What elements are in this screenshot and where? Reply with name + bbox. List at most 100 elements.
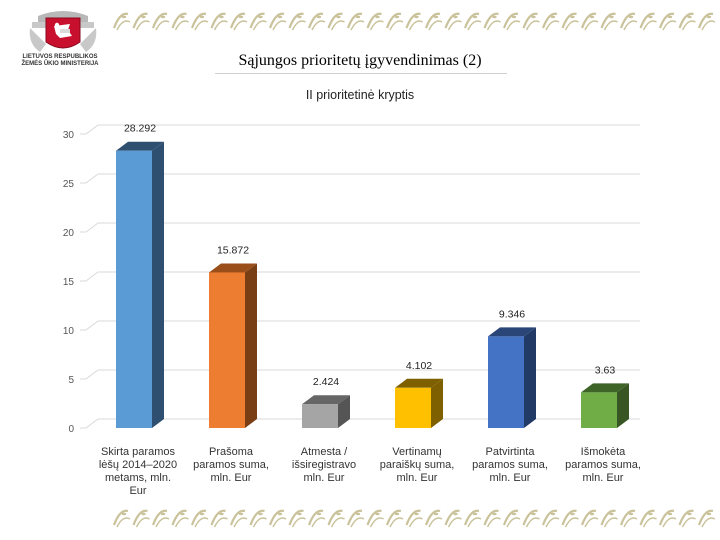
- ornament-stroke: [229, 12, 246, 29]
- ornament-motif: [600, 509, 618, 528]
- ornament-grain: [316, 15, 322, 19]
- ornament-stroke: [405, 12, 421, 29]
- ornament-stroke: [408, 517, 423, 528]
- ornament-stroke: [486, 517, 501, 528]
- data-label: 28.292: [124, 123, 156, 135]
- ornament-stroke: [642, 20, 657, 31]
- x-category-label: išsiregistravo: [292, 459, 356, 471]
- ornament-stroke: [639, 509, 655, 526]
- ornament-stroke: [639, 12, 655, 29]
- ornament-stroke: [502, 509, 519, 526]
- ornament-stroke: [330, 20, 345, 31]
- ornament-grain: [394, 15, 400, 19]
- ornament-stroke: [268, 509, 285, 526]
- ornament-stroke: [252, 517, 267, 528]
- ornament-stroke: [311, 517, 326, 528]
- y-tick-label: 25: [63, 179, 75, 190]
- ornament-motif: [405, 509, 423, 528]
- bar-side: [338, 395, 350, 428]
- ornament-grain: [472, 512, 478, 516]
- ornament-grain: [160, 15, 166, 19]
- bar-front: [116, 150, 152, 428]
- ornament-motif: [463, 509, 482, 528]
- logo-line-2: ŽEMĖS ŪKIO MINISTERIJA: [21, 61, 99, 67]
- bar-top: [488, 327, 536, 337]
- ornament-grain: [219, 512, 224, 516]
- ornament-stroke: [678, 12, 694, 29]
- ornament-motif: [210, 509, 228, 528]
- ornament-grain: [316, 512, 322, 516]
- bar-front: [209, 272, 245, 428]
- ornament-grain: [609, 15, 614, 19]
- bar-top: [302, 395, 350, 405]
- ornament-stroke: [564, 20, 579, 31]
- ornament-stroke: [681, 517, 696, 528]
- bar-side: [524, 327, 536, 428]
- x-category-label: paramos suma,: [193, 459, 269, 471]
- ornament-motif: [385, 12, 404, 31]
- ornament-grain: [628, 15, 634, 19]
- ornament-stroke: [561, 509, 577, 526]
- ornament-grain: [238, 512, 244, 516]
- ornament-stroke: [701, 517, 715, 528]
- x-category-label: paramos suma,: [472, 459, 548, 471]
- ornament-motif: [190, 509, 209, 528]
- ornament-stroke: [502, 12, 519, 29]
- ornament-stroke: [366, 509, 382, 526]
- ornament-motif: [580, 12, 599, 31]
- ornament-stroke: [463, 12, 480, 29]
- ornament-stroke: [389, 517, 404, 528]
- ornament-stroke: [600, 12, 616, 29]
- y-tick-label: 0: [68, 424, 74, 435]
- bar-top: [395, 378, 443, 388]
- ornament-motif: [366, 12, 384, 31]
- slide-title: Sąjungos prioritetų įgyvendinimas (2): [238, 52, 482, 69]
- ornament-motif: [658, 12, 677, 31]
- ornament-stroke: [350, 20, 365, 31]
- ornament-grain: [609, 512, 614, 516]
- bar-side: [245, 263, 257, 428]
- ornament-stroke: [697, 12, 714, 29]
- ornament-motif: [580, 509, 599, 528]
- ornament-stroke: [210, 12, 226, 29]
- x-category-label: metams, mln.: [105, 472, 171, 484]
- ornament-motif: [619, 509, 638, 528]
- ornament-motif: [288, 12, 306, 31]
- ornament-grain: [160, 512, 166, 516]
- ornament-motif: [171, 509, 189, 528]
- ornament-motif: [483, 509, 501, 528]
- ornament-motif: [502, 12, 521, 31]
- ornament-stroke: [444, 12, 460, 29]
- ornament-stroke: [389, 20, 404, 31]
- ornament-stroke: [525, 20, 540, 31]
- ornament-stroke: [424, 509, 441, 526]
- ornament-grain: [199, 15, 205, 19]
- data-label: 15.872: [217, 244, 249, 256]
- data-label: 4.102: [406, 360, 432, 372]
- bar-front: [395, 387, 431, 428]
- ornament-stroke: [623, 20, 638, 31]
- ornament-stroke: [506, 517, 521, 528]
- ornament-motif: [249, 509, 267, 528]
- ministry-logo: [24, 8, 102, 76]
- ornament-stroke: [642, 517, 657, 528]
- ornament-motif: [639, 509, 657, 528]
- bar: [581, 383, 629, 428]
- ornament-stroke: [252, 20, 267, 31]
- bar-front: [302, 404, 338, 428]
- ornament-grain: [687, 15, 692, 19]
- ornament-motif: [210, 12, 228, 31]
- gridline-depth: [85, 222, 99, 233]
- logo-caption: LIETUVOS RESPUBLIKOS ŽEMĖS ŪKIO MINISTER…: [10, 54, 110, 68]
- bar: [488, 327, 536, 428]
- ornament-stroke: [483, 509, 499, 526]
- ornament-stroke: [619, 12, 636, 29]
- gridline-depth: [85, 369, 99, 380]
- ornament-grain: [258, 15, 263, 19]
- logo-line-1: LIETUVOS RESPUBLIKOS: [22, 54, 98, 60]
- ornament-grain: [180, 15, 185, 19]
- ornament-motif: [522, 509, 540, 528]
- ornament-grain: [414, 512, 419, 516]
- data-label: 3.63: [595, 364, 616, 376]
- ornament-grain: [336, 15, 341, 19]
